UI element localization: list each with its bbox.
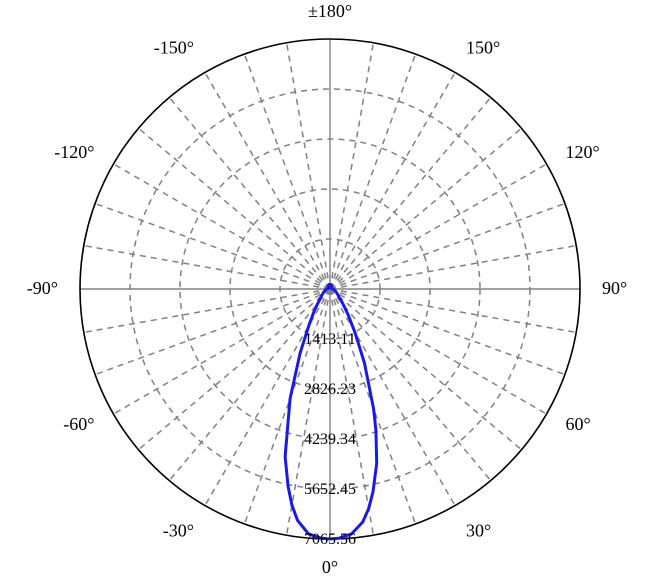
angle-label: 0° (322, 557, 338, 577)
angle-label: ±180° (308, 1, 352, 21)
ring-label: 4239.34 (304, 431, 356, 448)
angle-label: 90° (602, 278, 627, 298)
angle-label: -120° (54, 142, 94, 162)
ring-label: 2826.23 (304, 381, 356, 398)
ring-label: 1413.11 (304, 331, 355, 348)
angle-label: 120° (566, 142, 600, 162)
ring-label: 5652.45 (304, 481, 356, 498)
angle-label: -90° (27, 278, 58, 298)
angle-label: 150° (466, 37, 500, 57)
ring-label: 7065.56 (304, 531, 356, 548)
angle-label: -30° (163, 521, 194, 541)
polar-chart: 1413.11 2826.23 4239.34 5652.45 7065.56 0° 30°… (0, 0, 660, 579)
angle-label: 30° (466, 521, 491, 541)
angle-label: 60° (566, 414, 591, 434)
angle-label: -60° (63, 414, 94, 434)
angle-label: -150° (154, 37, 194, 57)
